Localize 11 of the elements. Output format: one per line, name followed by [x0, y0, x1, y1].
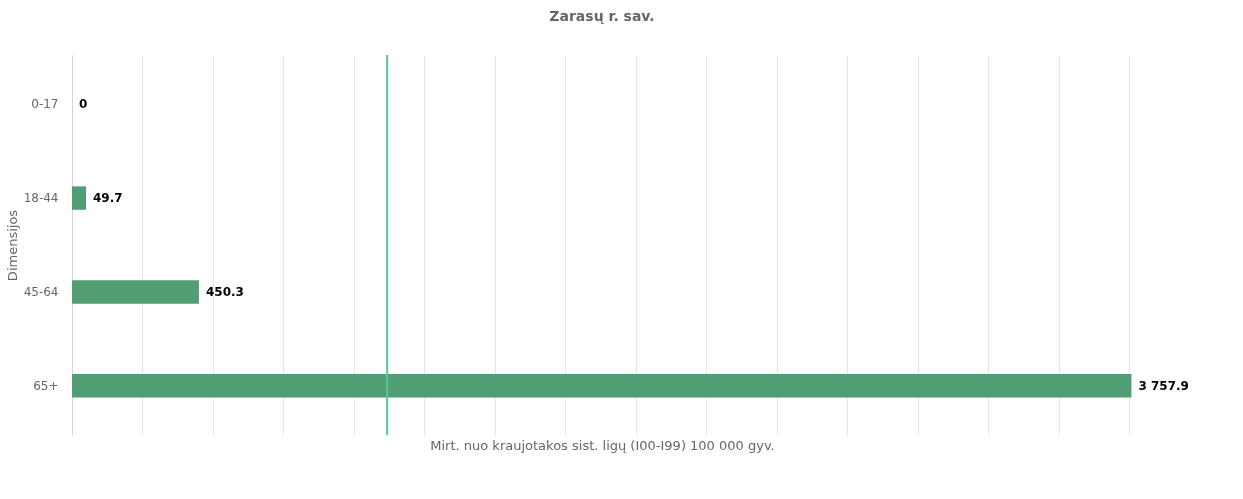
data-label: 3 757.9 — [1138, 378, 1189, 393]
y-tick-label: 0-17 — [31, 97, 59, 112]
y-axis-title: Dimensijos — [4, 209, 20, 282]
chart-title: Zarasų r. sav. — [549, 8, 655, 24]
y-tick-label: 65+ — [33, 378, 59, 393]
y-tick-label: 18-44 — [23, 191, 59, 206]
data-label: 49.7 — [93, 191, 123, 206]
data-label: 450.3 — [205, 284, 244, 299]
data-label: 0 — [79, 97, 88, 112]
x-axis-title: Mirt. nuo kraujotakos sist. ligų (I00-I99) 100 000 gyv. — [430, 437, 775, 453]
y-tick-label: 45-64 — [23, 284, 59, 299]
